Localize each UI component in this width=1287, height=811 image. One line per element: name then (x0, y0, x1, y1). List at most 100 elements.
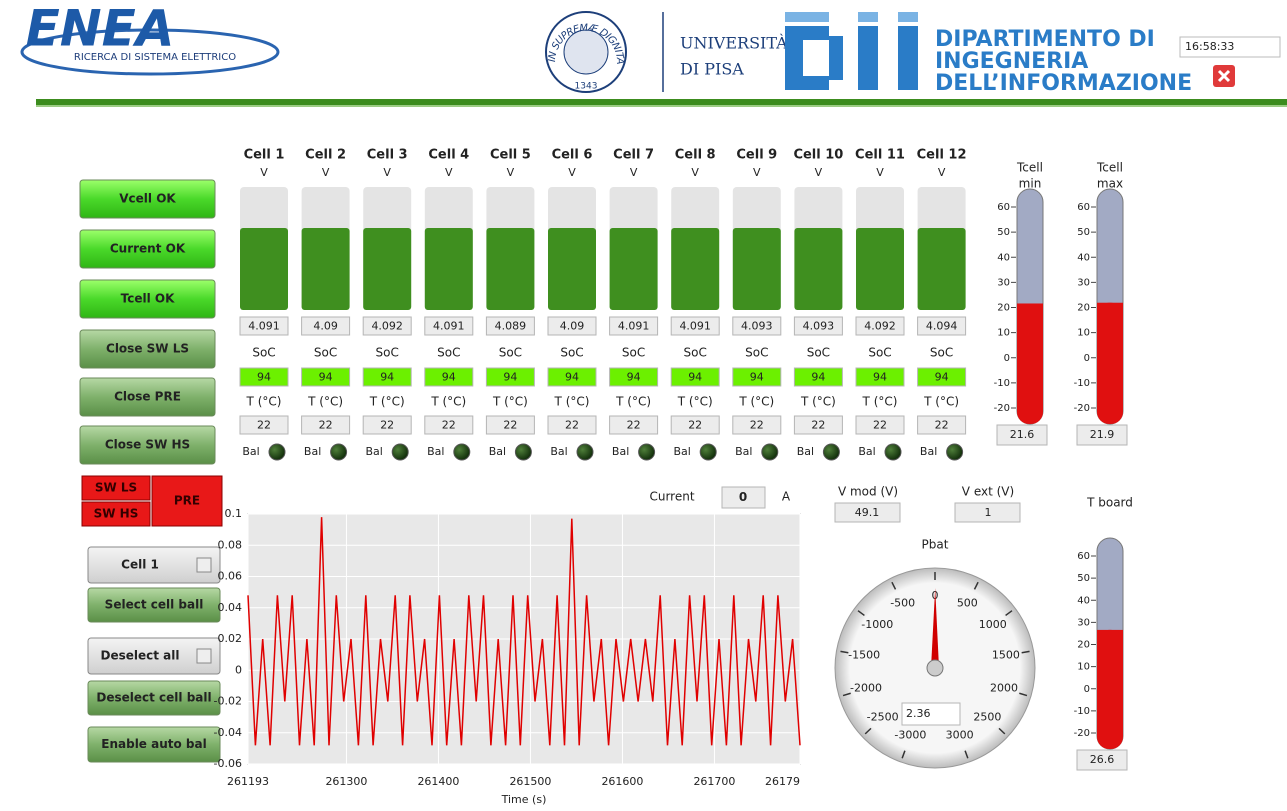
control-button[interactable] (87, 587, 221, 623)
university-name: UNIVERSITÀ (680, 33, 788, 53)
label: V (322, 166, 330, 179)
gauge-tick (1021, 650, 1030, 654)
value-box (1076, 424, 1128, 446)
value-box (485, 316, 535, 336)
y-tick-label: 0.06 (218, 570, 243, 583)
y-tick-label: 0.1 (225, 507, 243, 520)
thermo-tick-label: -20 (994, 403, 1010, 414)
switch-indicator (81, 501, 151, 527)
gauge-tick-label: 2500 (973, 710, 1001, 723)
balance-led (268, 443, 286, 461)
cell-soc: 94 (319, 371, 333, 384)
cell-voltage: 4.093 (803, 320, 835, 333)
status-button-label[interactable]: Tcell OK (121, 292, 175, 306)
voltage-bar-fill (548, 228, 596, 310)
label: A (782, 490, 791, 504)
switch-button-label[interactable]: Close SW LS (106, 342, 189, 356)
current-line (247, 517, 801, 746)
control-button[interactable] (87, 726, 221, 763)
label: min (1019, 177, 1042, 191)
label: 1 (985, 506, 992, 519)
value-box (301, 415, 351, 435)
switch-indicator (151, 475, 223, 527)
status-button[interactable] (79, 179, 216, 219)
y-tick-label: 0.08 (218, 538, 243, 551)
switch-button[interactable] (79, 329, 216, 369)
label: V (938, 166, 946, 179)
value-box (996, 424, 1048, 446)
cell-name: Cell 3 (367, 148, 408, 163)
time-box (1179, 36, 1281, 58)
status-button-label[interactable]: Vcell OK (119, 192, 176, 206)
status-button[interactable] (79, 229, 216, 269)
gauge-tick (864, 727, 872, 735)
cell-name: Cell 12 (917, 148, 967, 163)
control-button-label[interactable]: Enable auto bal (101, 737, 206, 751)
thermo-value: 21.9 (1090, 428, 1115, 441)
label: T (°C) (492, 395, 528, 409)
value-box (547, 367, 597, 387)
voltage-bar-fill (671, 228, 720, 310)
control-button-label[interactable]: Select cell ball (105, 598, 204, 612)
label: T board (1086, 496, 1133, 510)
gauge-tick-label: 2000 (990, 682, 1018, 695)
label: V (568, 166, 576, 179)
label: Bal (674, 445, 691, 458)
value-box (670, 415, 720, 435)
cell-soc: 94 (565, 371, 579, 384)
value-box (485, 415, 535, 435)
balance-led (946, 443, 964, 461)
close-button[interactable] (1213, 65, 1235, 87)
switch-button-label[interactable]: Close PRE (114, 390, 181, 404)
value-box (901, 702, 961, 726)
thermo-tick-label: 0 (1004, 353, 1010, 364)
cell-voltage: 4.09 (313, 320, 338, 333)
label: V (260, 166, 268, 179)
label: SW HS (94, 507, 139, 521)
value-box (547, 316, 597, 336)
gauge-tick (998, 727, 1006, 735)
cell-temp: 22 (688, 419, 702, 432)
cell-name: Cell 4 (428, 148, 469, 163)
voltage-bar-fill (609, 228, 658, 310)
department-name: DELL’INFORMAZIONE (935, 71, 1192, 96)
dropdown[interactable] (87, 546, 221, 584)
gauge-tick (901, 750, 906, 759)
thermo-tick-label: 60 (997, 202, 1010, 213)
control-button[interactable] (87, 680, 221, 716)
label: SoC (807, 346, 830, 360)
value-box (793, 316, 843, 336)
gauge-tick-label: 500 (957, 597, 978, 610)
dropdown[interactable] (87, 637, 221, 675)
label: SoC (930, 346, 953, 360)
thermo-fill (1097, 302, 1123, 424)
balance-led (761, 443, 779, 461)
header-divider (36, 105, 1287, 107)
gauge-tick-label: -2500 (867, 710, 899, 723)
balance-led (822, 443, 840, 461)
dropdown-arrow[interactable] (196, 557, 212, 573)
dropdown-arrow[interactable] (196, 648, 212, 664)
value-box (1076, 749, 1128, 771)
thermo-tick-label: 10 (997, 328, 1010, 339)
value-box (424, 367, 474, 387)
cell-name: Cell 8 (675, 148, 716, 163)
dropdown-label[interactable]: Cell 1 (121, 558, 159, 572)
cell-temp: 22 (442, 419, 456, 432)
gauge-tick (1019, 692, 1028, 697)
switch-button[interactable] (79, 425, 216, 465)
thermo-tick-label: -10 (1074, 378, 1090, 389)
dropdown-label[interactable]: Deselect all (101, 649, 180, 663)
x-tick-label: 261400 (417, 775, 459, 788)
label: Current (649, 490, 694, 504)
label: Bal (858, 445, 875, 458)
thermo-fill-edge (1097, 302, 1123, 315)
switch-button[interactable] (79, 377, 216, 417)
value-box (721, 486, 766, 509)
switch-button-label[interactable]: Close SW HS (105, 438, 190, 452)
cell-voltage: 4.092 (864, 320, 896, 333)
control-button-label[interactable]: Deselect cell ball (96, 691, 211, 705)
seal-year: 1343 (575, 82, 598, 92)
status-button[interactable] (79, 279, 216, 319)
status-button-label[interactable]: Current OK (110, 242, 186, 256)
